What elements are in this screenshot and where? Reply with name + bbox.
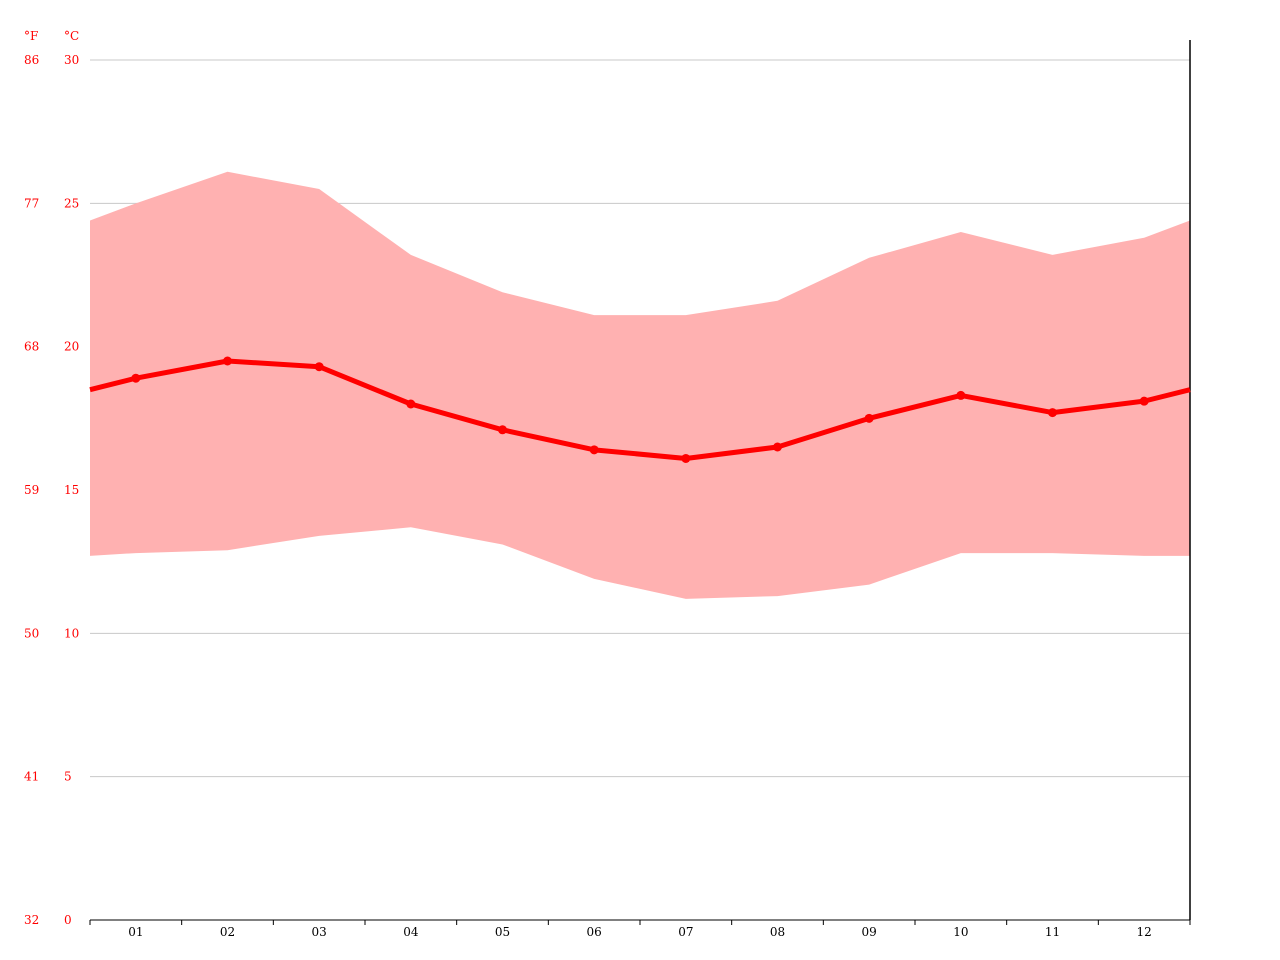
x-tick-label: 07 [678,925,693,939]
y-tick-label-fahrenheit: 50 [24,626,39,640]
x-tick-label: 02 [220,925,235,939]
mean-temperature-line [89,358,1191,461]
mean-point [1139,396,1149,406]
y-tick-label-celsius: 20 [64,340,79,354]
x-tick-label: 01 [128,925,143,939]
x-tick-label: 06 [587,925,602,939]
x-tick-label: 05 [495,925,510,939]
mean-point [314,362,324,372]
mean-point [956,390,966,400]
mean-point [589,445,599,455]
unit-label-celsius: °C [64,29,79,43]
mean-point [681,453,691,463]
mean-point [1048,408,1057,418]
y-tick-label-fahrenheit: 68 [24,340,39,354]
x-tick-label: 08 [770,925,785,939]
mean-point [773,442,782,452]
y-tick-label-fahrenheit: 86 [24,53,39,67]
temperature-range-band [90,171,1190,599]
y-tick-label-fahrenheit: 41 [24,770,39,784]
x-tick-label: 10 [953,925,968,939]
unit-label-fahrenheit: °F [24,29,38,43]
x-tick-label: 04 [403,925,419,939]
x-tick-label: 12 [1137,925,1152,939]
y-tick-label-celsius: 0 [64,913,72,927]
mean-point [223,356,232,366]
mean-temperature-points [131,356,1149,463]
y-tick-label-fahrenheit: 32 [24,913,39,927]
y-tick-label-celsius: 15 [64,483,79,497]
mean-point [864,413,874,423]
axis-labels: °F °C 32 0 41 5 50 10 59 15 68 20 77 25 86 30 01 02 03 04… [24,29,1152,939]
y-tick-label-celsius: 10 [64,626,79,640]
x-tick-label: 03 [312,925,327,939]
axes [89,40,1191,925]
y-tick-label-celsius: 25 [64,196,79,210]
y-tick-label-celsius: 30 [64,53,79,67]
mean-point [498,425,507,435]
x-tick-label: 11 [1045,925,1060,939]
x-tick-label: 09 [862,925,877,939]
y-tick-label-fahrenheit: 77 [24,196,39,210]
y-tick-label-fahrenheit: 59 [24,483,39,497]
mean-point [406,399,416,409]
y-tick-label-celsius: 5 [64,770,72,784]
mean-point [131,373,141,383]
